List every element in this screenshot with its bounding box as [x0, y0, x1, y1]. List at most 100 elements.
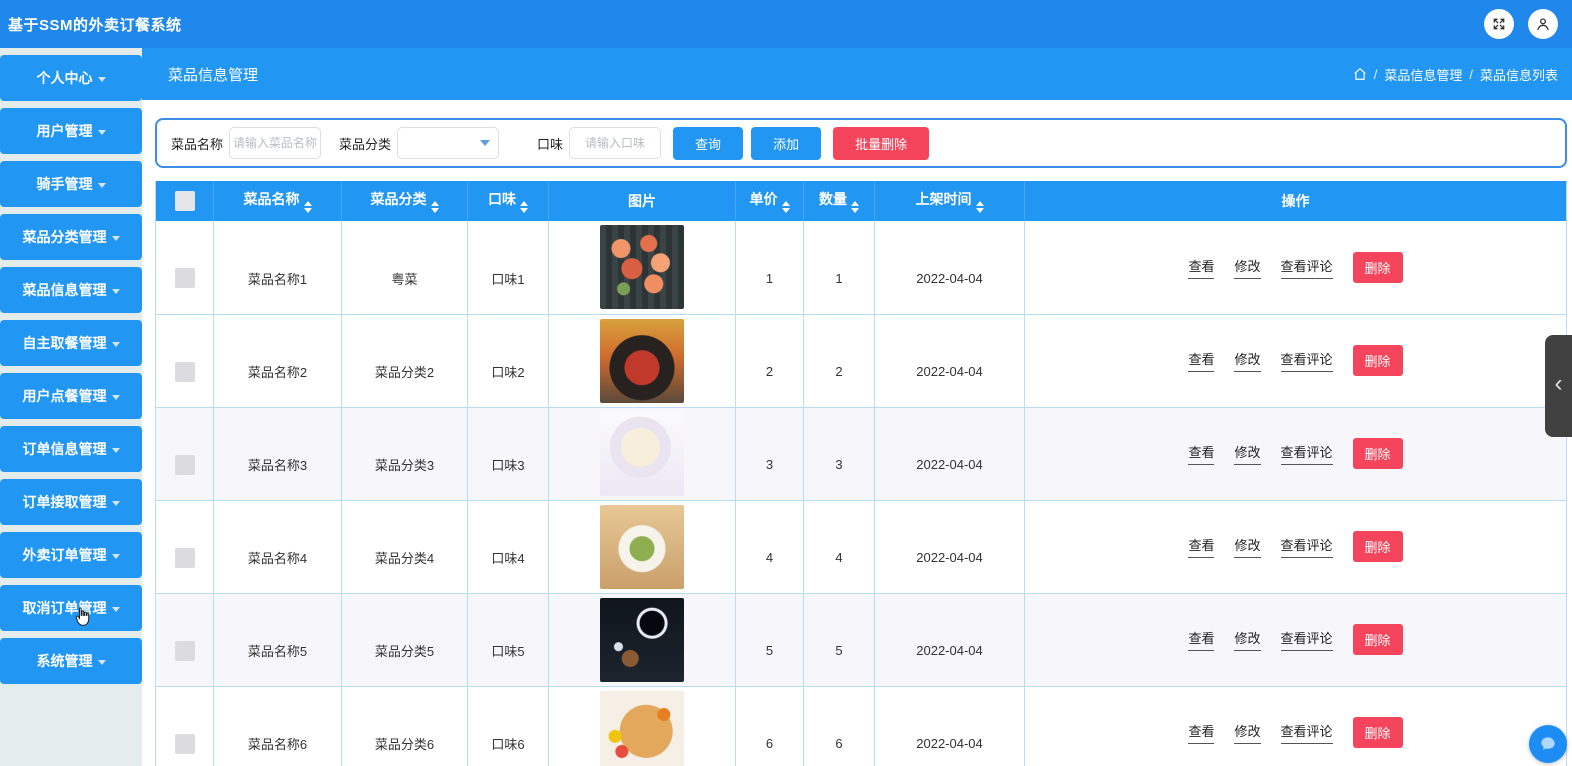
edit-link[interactable]: 修改 [1234, 256, 1261, 279]
table-row: 菜品名称2 菜品分类2 口味2 2 2 2022-04-04 查看 修改 查看评… [155, 314, 1567, 408]
view-comments-link[interactable]: 查看评论 [1280, 535, 1333, 558]
fullscreen-button[interactable] [1484, 9, 1514, 39]
row-checkbox[interactable] [174, 733, 195, 754]
column-header-flavor[interactable]: 口味 [467, 181, 549, 221]
dish-category-select[interactable] [397, 127, 500, 159]
user-icon [1535, 16, 1551, 32]
sidebar-item-order-accept-mgmt[interactable]: 订单接取管理 [0, 479, 142, 525]
chevron-down-icon [97, 659, 106, 665]
view-comments-link[interactable]: 查看评论 [1280, 442, 1333, 465]
delete-button[interactable]: 删除 [1352, 531, 1403, 562]
dish-price: 4 [765, 550, 774, 565]
row-checkbox[interactable] [174, 454, 195, 475]
add-button[interactable]: 添加 [751, 126, 822, 160]
row-checkbox[interactable] [174, 361, 195, 382]
chevron-down-icon [111, 288, 120, 294]
sort-icon [975, 201, 984, 213]
dish-category: 菜品分类6 [374, 737, 435, 752]
flavor-input[interactable] [569, 127, 662, 159]
view-comments-link[interactable]: 查看评论 [1280, 721, 1333, 744]
sidebar-item-personal-center[interactable]: 个人中心 [0, 55, 142, 101]
view-link[interactable]: 查看 [1188, 349, 1215, 372]
breadcrumb-link-dish-list[interactable]: 菜品信息列表 [1479, 67, 1558, 83]
drawer-toggle[interactable]: ‹ [1545, 335, 1572, 437]
chat-button[interactable] [1529, 725, 1567, 763]
row-checkbox[interactable] [174, 640, 195, 661]
column-header-shelf-time[interactable]: 上架时间 [874, 181, 1025, 221]
dish-flavor: 口味4 [491, 551, 525, 566]
edit-link[interactable]: 修改 [1234, 721, 1261, 744]
breadcrumb: / 菜品信息管理 / 菜品信息列表 [1353, 65, 1558, 84]
chevron-down-icon [111, 500, 120, 506]
sidebar-item-dish-info-mgmt[interactable]: 菜品信息管理 [0, 267, 142, 313]
sidebar-item-system-mgmt[interactable]: 系统管理 [0, 638, 142, 684]
view-comments-link[interactable]: 查看评论 [1280, 256, 1333, 279]
shelf-time: 2022-04-04 [916, 736, 983, 751]
column-header-photo: 图片 [548, 181, 736, 221]
fullscreen-icon [1491, 16, 1507, 32]
sidebar-item-cancel-order-mgmt[interactable]: 取消订单管理 [0, 585, 142, 631]
dish-name: 菜品名称4 [247, 551, 308, 566]
view-link[interactable]: 查看 [1188, 721, 1215, 744]
sidebar-item-self-pickup-mgmt[interactable]: 自主取餐管理 [0, 320, 142, 366]
flavor-label: 口味 [537, 136, 564, 152]
home-icon[interactable] [1353, 67, 1367, 81]
page-title: 菜品信息管理 [168, 66, 259, 84]
dish-flavor: 口味3 [491, 458, 525, 473]
sidebar-item-label: 自主取餐管理 [22, 335, 107, 351]
dish-category: 菜品分类3 [374, 458, 435, 473]
dish-category-label: 菜品分类 [339, 136, 392, 152]
view-link[interactable]: 查看 [1188, 256, 1215, 279]
dish-category: 菜品分类4 [374, 551, 435, 566]
dish-photo [600, 690, 684, 766]
sidebar-item-label: 个人中心 [36, 70, 93, 86]
dish-price: 3 [765, 457, 774, 472]
view-link[interactable]: 查看 [1188, 535, 1215, 558]
row-checkbox[interactable] [174, 547, 195, 568]
view-link[interactable]: 查看 [1188, 628, 1215, 651]
dish-category: 菜品分类5 [374, 644, 435, 659]
dish-price: 2 [765, 364, 774, 379]
edit-link[interactable]: 修改 [1234, 442, 1261, 465]
sidebar-item-label: 系统管理 [36, 653, 93, 669]
sidebar-item-label: 取消订单管理 [22, 600, 107, 616]
column-header-dish-name[interactable]: 菜品名称 [213, 181, 342, 221]
edit-link[interactable]: 修改 [1234, 349, 1261, 372]
chat-icon [1538, 734, 1558, 754]
dish-photo [600, 504, 684, 589]
breadcrumb-link-dish-info[interactable]: 菜品信息管理 [1384, 67, 1463, 83]
sidebar-item-user-order-mgmt[interactable]: 用户点餐管理 [0, 373, 142, 419]
sidebar-item-label: 骑手管理 [36, 176, 93, 192]
dish-table: 菜品名称 菜品分类 口味 图片 单价 数量 上架时间 操作 菜品名称1 粤菜 [155, 181, 1567, 766]
sidebar-item-order-info-mgmt[interactable]: 订单信息管理 [0, 426, 142, 472]
delete-button[interactable]: 删除 [1352, 251, 1403, 283]
sort-icon [303, 201, 312, 213]
sidebar-item-user-mgmt[interactable]: 用户管理 [0, 108, 142, 154]
edit-link[interactable]: 修改 [1234, 628, 1261, 651]
chevron-down-icon [111, 606, 120, 612]
dish-name-input[interactable] [229, 127, 322, 159]
edit-link[interactable]: 修改 [1234, 535, 1261, 558]
sidebar-item-rider-mgmt[interactable]: 骑手管理 [0, 161, 142, 207]
column-header-price[interactable]: 单价 [735, 181, 804, 221]
select-all-checkbox[interactable] [174, 191, 195, 211]
delete-button[interactable]: 删除 [1352, 624, 1403, 655]
sidebar-item-dish-category-mgmt[interactable]: 菜品分类管理 [0, 214, 142, 260]
content-body: 菜品名称 菜品分类 口味 查询 添加 批量删除 [142, 100, 1572, 766]
column-header-dish-category[interactable]: 菜品分类 [341, 181, 468, 221]
view-link[interactable]: 查看 [1188, 442, 1215, 465]
sidebar-item-label: 菜品分类管理 [22, 229, 107, 245]
dish-name: 菜品名称3 [247, 458, 308, 473]
user-button[interactable] [1528, 9, 1558, 39]
row-checkbox[interactable] [174, 268, 195, 289]
sidebar-item-takeout-order-mgmt[interactable]: 外卖订单管理 [0, 532, 142, 578]
delete-button[interactable]: 删除 [1352, 345, 1403, 376]
dish-category: 粤菜 [391, 271, 418, 287]
column-header-quantity[interactable]: 数量 [803, 181, 875, 221]
delete-button[interactable]: 删除 [1352, 717, 1403, 748]
batch-delete-button[interactable]: 批量删除 [833, 126, 930, 160]
view-comments-link[interactable]: 查看评论 [1280, 349, 1333, 372]
search-button[interactable]: 查询 [673, 126, 744, 160]
delete-button[interactable]: 删除 [1352, 438, 1403, 469]
view-comments-link[interactable]: 查看评论 [1280, 628, 1333, 651]
